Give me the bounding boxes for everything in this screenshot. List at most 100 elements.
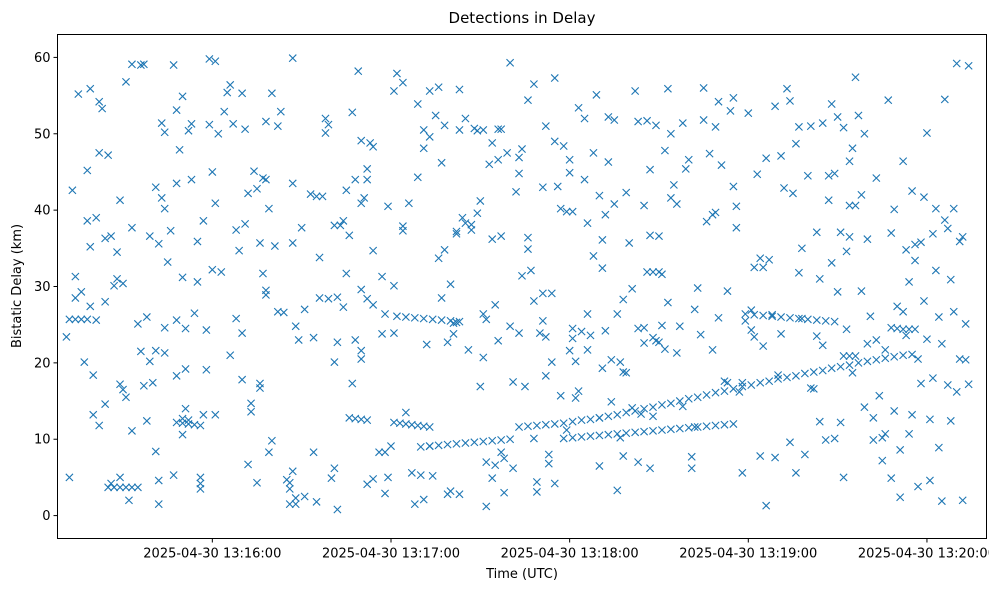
- x-tick-label: 2025-04-30 13:17:00: [322, 547, 460, 562]
- data-point: [509, 464, 518, 473]
- data-point: [666, 129, 675, 138]
- data-point: [410, 313, 419, 322]
- data-point: [702, 217, 711, 226]
- data-point: [389, 87, 398, 95]
- data-point: [482, 458, 491, 467]
- data-point: [568, 433, 577, 442]
- data-point: [598, 235, 607, 244]
- data-point: [949, 307, 958, 316]
- data-point: [139, 60, 148, 69]
- data-point: [863, 339, 872, 348]
- data-point: [512, 187, 521, 196]
- data-point: [223, 88, 232, 97]
- data-point: [276, 107, 285, 116]
- data-point: [538, 316, 547, 325]
- data-point: [604, 430, 613, 439]
- data-point: [866, 312, 875, 321]
- data-point: [116, 473, 125, 482]
- data-point: [845, 361, 854, 370]
- data-point: [529, 297, 538, 305]
- data-point: [919, 297, 928, 305]
- data-point: [321, 129, 330, 137]
- data-point: [404, 199, 413, 208]
- data-point: [247, 399, 256, 408]
- data-point: [851, 352, 860, 360]
- data-point: [928, 229, 937, 238]
- data-point: [905, 277, 914, 286]
- data-point: [378, 272, 387, 281]
- data-point: [729, 419, 738, 428]
- data-point: [312, 192, 321, 201]
- data-point: [378, 329, 387, 338]
- data-point: [634, 117, 643, 126]
- data-point: [666, 399, 675, 408]
- data-point: [649, 268, 657, 276]
- data-point: [154, 239, 163, 248]
- data-point: [330, 358, 339, 367]
- data-point: [74, 90, 83, 99]
- data-point: [279, 308, 288, 317]
- data-point: [488, 436, 497, 445]
- x-tick-label: 2025-04-30 13:18:00: [501, 547, 639, 562]
- data-point: [238, 375, 247, 384]
- data-point: [753, 170, 762, 179]
- data-point: [506, 435, 515, 444]
- data-point: [860, 403, 869, 412]
- data-point: [824, 171, 833, 180]
- data-point: [908, 350, 917, 359]
- data-point: [952, 59, 961, 68]
- data-point: [899, 351, 908, 360]
- data-point: [583, 310, 592, 318]
- data-point: [928, 374, 937, 383]
- data-point: [550, 74, 559, 83]
- data-point: [660, 146, 669, 155]
- data-point: [836, 418, 845, 427]
- data-point: [583, 345, 592, 354]
- data-point: [196, 484, 205, 493]
- data-point: [116, 380, 125, 389]
- data-point: [547, 358, 556, 367]
- data-point: [357, 199, 366, 208]
- data-point: [86, 84, 95, 93]
- data-point: [113, 248, 122, 257]
- data-point: [812, 228, 821, 237]
- data-point: [261, 175, 270, 184]
- data-point: [785, 313, 794, 322]
- data-point: [857, 287, 866, 296]
- data-point: [523, 233, 532, 242]
- data-point: [610, 116, 619, 125]
- data-point: [601, 326, 610, 335]
- data-point: [845, 232, 854, 241]
- data-point: [830, 169, 839, 178]
- data-point: [255, 384, 264, 393]
- data-point: [333, 293, 342, 302]
- data-point: [937, 339, 946, 348]
- data-point: [565, 346, 574, 355]
- data-point: [785, 438, 794, 447]
- data-point: [839, 352, 848, 360]
- data-point: [556, 391, 565, 400]
- data-point: [77, 287, 86, 296]
- data-point: [357, 346, 366, 355]
- data-point: [321, 114, 330, 123]
- data-point: [121, 483, 130, 492]
- data-point: [253, 184, 261, 193]
- data-point: [187, 119, 196, 128]
- data-point: [541, 371, 550, 380]
- data-point: [684, 155, 693, 164]
- data-point: [196, 421, 205, 430]
- data-point: [116, 483, 125, 492]
- data-point: [208, 265, 217, 274]
- data-point: [443, 338, 452, 347]
- data-point: [178, 430, 187, 439]
- data-point: [151, 346, 160, 355]
- data-point: [794, 314, 803, 323]
- data-point: [461, 114, 470, 123]
- y-tick-label: 20: [34, 356, 51, 371]
- data-point: [503, 148, 512, 157]
- data-point: [449, 319, 458, 328]
- data-point: [729, 384, 738, 393]
- data-point: [71, 315, 80, 324]
- data-point: [330, 464, 339, 473]
- data-point: [687, 452, 696, 461]
